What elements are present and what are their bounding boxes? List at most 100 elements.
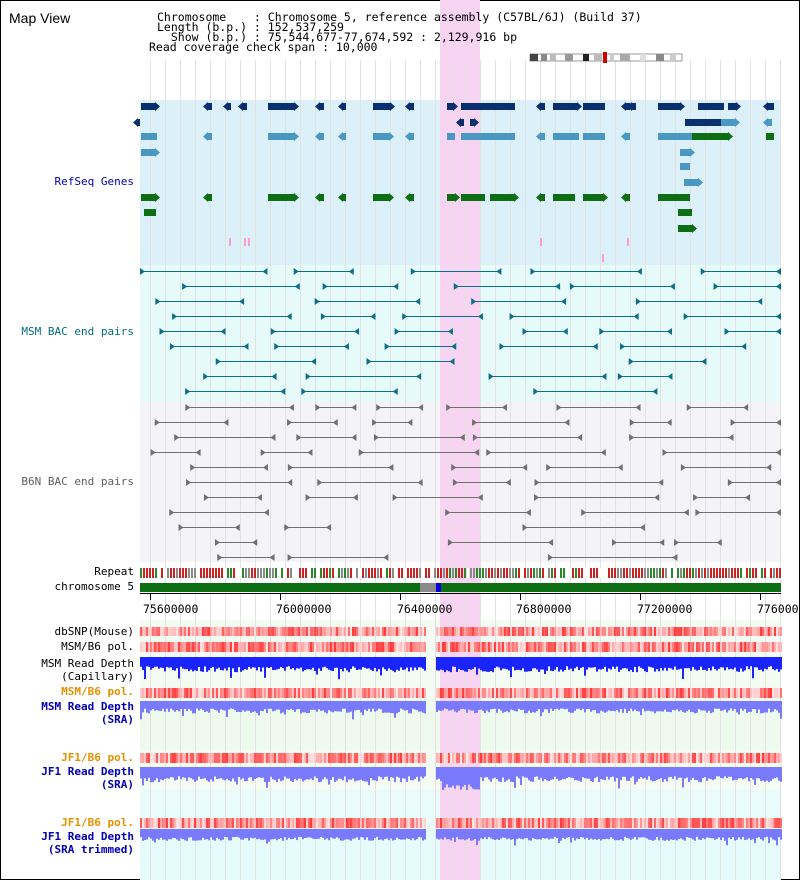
jf1-depth-trim-bar [372,829,374,841]
track-label-b6n-bac[interactable]: B6N BAC end pairs [21,475,134,488]
msm-b6-pol-bar [240,642,242,652]
track-label-repeat[interactable]: Repeat [94,565,134,578]
jf1-b6-pol-bar [484,753,486,763]
track-label-msm-b6-pol-2[interactable]: MSM/B6 pol. [61,685,134,698]
repeat-mark [407,568,409,578]
jf1-depth-trim-bar [198,829,200,841]
jf1-b6-pol-trim-bar [514,818,516,828]
msm-b6-pol-bar [284,642,286,652]
jf1-depth-sra-bar [402,767,404,779]
repeat-mark [410,568,412,578]
bac-end-marker [446,404,452,411]
jf1-b6-pol-bar [564,753,566,763]
jf1-b6-pol-trim-bar [438,818,440,828]
jf1-depth-sra-bar [652,767,654,782]
bac-end-marker [239,298,245,305]
msm-b6-pol-bar [638,642,640,652]
jf1-depth-trim-bar [242,829,244,840]
dbsnp-bar [550,627,552,636]
track-label-jf1-depth-sra-1[interactable]: JF1 Read Depth [41,765,134,778]
jf1-b6-pol-trim-bar [224,818,226,828]
msm-depth-capillary-bar [574,657,576,669]
jf1-depth-trim-bar [550,829,552,839]
jf1-depth-trim-bar [234,829,236,837]
msm-b6-pol-sra-bar [320,688,322,698]
msm-depth-capillary-bar [404,657,406,670]
msm-depth-sra-bar [152,701,154,709]
msm-depth-capillary-bar [386,657,388,671]
bac-end-marker [287,419,293,426]
jf1-b6-pol-bar [592,753,594,763]
repeat-mark [434,568,436,578]
msm-b6-pol-bar [776,642,778,652]
track-label-msm-bac[interactable]: MSM BAC end pairs [21,325,134,338]
msm-b6-pol-sra-bar [224,688,226,698]
track-label-jf1-b6-pol-2[interactable]: JF1/B6 pol. [61,816,134,829]
jf1-depth-trim-bar [160,829,162,838]
msm-depth-sra-bar [176,701,178,711]
msm-depth-sra-bar [248,701,250,711]
bac-end-marker [472,434,478,441]
msm-b6-pol-bar [666,642,668,652]
jf1-b6-pol-trim-bar [330,818,332,828]
msm-b6-pol-bar [368,642,370,652]
jf1-depth-sra-bar [416,767,418,777]
jf1-b6-pol-bar [328,753,330,763]
track-label-dbsnp[interactable]: dbSNP(Mouse) [54,625,134,638]
refseq-mark [540,238,542,246]
jf1-depth-trim-bar [322,829,324,838]
jf1-b6-pol-bar [722,753,724,763]
track-label-jf1-depth-trim-1[interactable]: JF1 Read Depth [41,830,134,843]
jf1-b6-pol-trim-bar [634,818,636,828]
repeat-mark [239,568,241,578]
jf1-b6-pol-bar [778,753,780,763]
jf1-depth-trim-bar [332,829,334,839]
msm-b6-pol-bar [768,642,770,652]
jf1-b6-pol-trim-bar [286,818,288,828]
repeat-mark [446,568,448,578]
msm-b6-pol-sra-bar [626,688,628,698]
track-label-msm-depth-sra-1[interactable]: MSM Read Depth [41,700,134,713]
msm-depth-capillary-bar [412,657,414,671]
msm-depth-sra-bar [294,701,296,712]
dbsnp-bar [330,627,332,636]
dbsnp-bar [370,627,372,636]
dbsnp-bar [780,627,782,636]
jf1-b6-pol-trim-bar [464,818,466,828]
msm-depth-capillary-bar [172,657,174,670]
msm-depth-capillary-bar [710,657,712,671]
jf1-depth-sra-bar [478,767,480,790]
msm-depth-sra-bar [328,701,330,711]
jf1-b6-pol-bar [574,753,576,763]
msm-depth-capillary-bar [436,657,438,671]
jf1-depth-trim-bar [698,829,700,840]
msm-depth-capillary-bar [162,657,164,669]
track-label-jf1-b6-pol-1[interactable]: JF1/B6 pol. [61,751,134,764]
msm-b6-pol-bar [288,642,290,652]
jf1-depth-sra-bar [718,767,720,777]
jf1-b6-pol-bar [600,753,602,763]
track-label-refseq[interactable]: RefSeq Genes [54,175,134,188]
bac-end-marker [776,268,781,275]
msm-b6-pol-bar [736,642,738,652]
repeat-mark [215,568,217,578]
jf1-b6-pol-bar [254,753,256,763]
msm-depth-sra-bar [330,701,332,712]
msm-depth-capillary-bar [286,657,288,667]
jf1-depth-trim-bar [204,829,206,840]
msm-b6-pol-bar [400,642,402,652]
dbsnp-bar [486,627,488,636]
dbsnp-bar [146,627,148,636]
jf1-depth-sra-bar [246,767,248,781]
jf1-depth-sra-bar [534,767,536,777]
dbsnp-bar [562,627,564,636]
msm-b6-pol-sra-bar [654,688,656,698]
track-label-msm-depth-cap-1[interactable]: MSM Read Depth [41,657,134,670]
track-label-chromosome[interactable]: chromosome 5 [54,580,134,593]
jf1-depth-sra-bar [734,767,736,780]
jf1-b6-pol-trim-bar [230,818,232,828]
track-label-msm-b6-pol-1[interactable]: MSM/B6 pol. [61,640,134,653]
msm-depth-sra-bar [404,701,406,711]
repeat-mark [149,568,151,578]
